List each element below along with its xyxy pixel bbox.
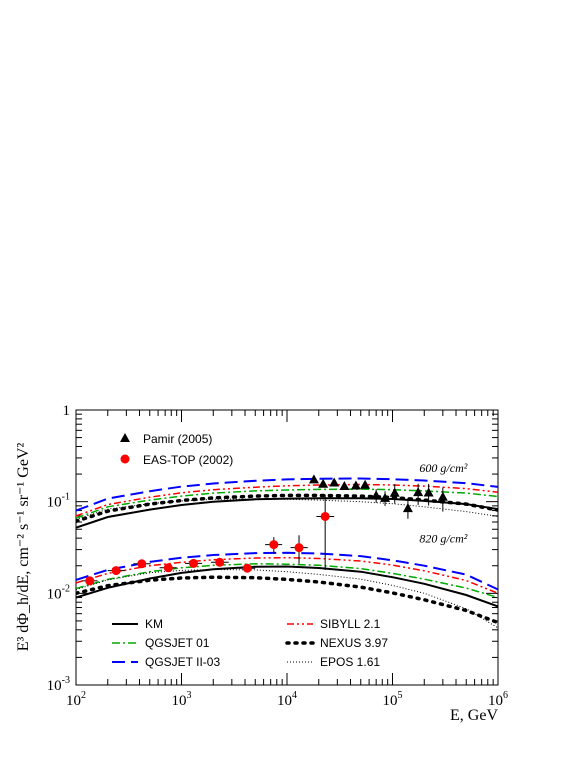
legend-label: KM bbox=[145, 617, 163, 631]
curve-820-qgsjet-ii-03 bbox=[76, 551, 498, 591]
legend-label: QGSJET II-03 bbox=[145, 655, 220, 669]
x-tick-label: 105 bbox=[383, 690, 403, 709]
eastop-point bbox=[320, 511, 330, 521]
pamir-point bbox=[402, 503, 413, 513]
legend-label: NEXUS 3.97 bbox=[320, 636, 388, 650]
depth-annotation: 820 g/cm² bbox=[419, 531, 467, 545]
eastop-point bbox=[294, 543, 304, 553]
curve-600-sibyll-2-1 bbox=[76, 483, 498, 517]
eastop-point bbox=[137, 559, 147, 569]
x-tick-label: 106 bbox=[488, 690, 508, 709]
pamir-point bbox=[437, 491, 448, 501]
curve-820-sibyll-2-1 bbox=[76, 556, 498, 594]
legend-circle-marker bbox=[120, 454, 130, 464]
y-tick-label: 10-3 bbox=[47, 675, 70, 694]
legend-label: Pamir (2005) bbox=[143, 432, 212, 446]
pamir-point bbox=[329, 477, 340, 487]
pamir-point bbox=[423, 487, 434, 497]
x-axis-label: E, GeV bbox=[450, 707, 498, 724]
x-tick-label: 103 bbox=[172, 690, 192, 709]
x-tick-label: 102 bbox=[66, 690, 86, 709]
y-axis-label: E³ dΦ_h/dE, cm⁻² s⁻¹ sr⁻¹ GeV² bbox=[15, 443, 32, 652]
curve-820-qgsjet-01 bbox=[76, 563, 498, 599]
eastop-point bbox=[163, 563, 173, 573]
curve-820-epos-1-61 bbox=[76, 568, 498, 629]
pamir-point bbox=[389, 487, 400, 497]
y-tick-label: 10-2 bbox=[47, 583, 70, 602]
x-tick-label: 104 bbox=[277, 690, 297, 709]
eastop-point bbox=[111, 566, 121, 576]
data-points bbox=[82, 474, 448, 586]
y-tick-label: 10-1 bbox=[47, 492, 70, 511]
axis-ticks: 102 103 104 105 106 10-3 10-2 10-1 1 bbox=[47, 403, 508, 709]
pamir-point bbox=[350, 480, 361, 490]
legend: Pamir (2005) EAS-TOP (2002) KM QGSJET 01 QGS… bbox=[112, 432, 388, 669]
eastop-point bbox=[189, 558, 199, 568]
pamir-point bbox=[339, 481, 350, 491]
pamir-point bbox=[308, 474, 319, 484]
model-curves bbox=[76, 477, 498, 629]
legend-triangle-marker bbox=[120, 433, 130, 442]
pamir-point bbox=[360, 479, 371, 489]
curve-820-nexus-3-97 bbox=[76, 575, 498, 625]
pamir-point bbox=[318, 478, 329, 488]
legend-label: EAS-TOP (2002) bbox=[143, 453, 233, 467]
curve-600-epos-1-61 bbox=[76, 498, 498, 520]
legend-label: QGSJET 01 bbox=[145, 636, 210, 650]
eastop-point bbox=[215, 557, 225, 567]
pamir-point bbox=[380, 492, 391, 502]
pamir-point bbox=[413, 487, 424, 497]
curve-820-km bbox=[76, 565, 498, 608]
curve-600-qgsjet-ii-03 bbox=[76, 477, 498, 512]
legend-label: EPOS 1.61 bbox=[320, 655, 380, 669]
pamir-point bbox=[371, 490, 382, 500]
eastop-point bbox=[85, 576, 95, 586]
annotations: 600 g/cm² 820 g/cm² bbox=[419, 461, 467, 545]
depth-annotation: 600 g/cm² bbox=[419, 461, 467, 475]
eastop-point bbox=[242, 563, 252, 573]
curve-600-qgsjet-01 bbox=[76, 488, 498, 519]
y-tick-label: 1 bbox=[63, 403, 71, 419]
eastop-point bbox=[269, 540, 279, 550]
legend-label: SIBYLL 2.1 bbox=[320, 617, 381, 631]
curve-600-nexus-3-97 bbox=[76, 493, 498, 524]
